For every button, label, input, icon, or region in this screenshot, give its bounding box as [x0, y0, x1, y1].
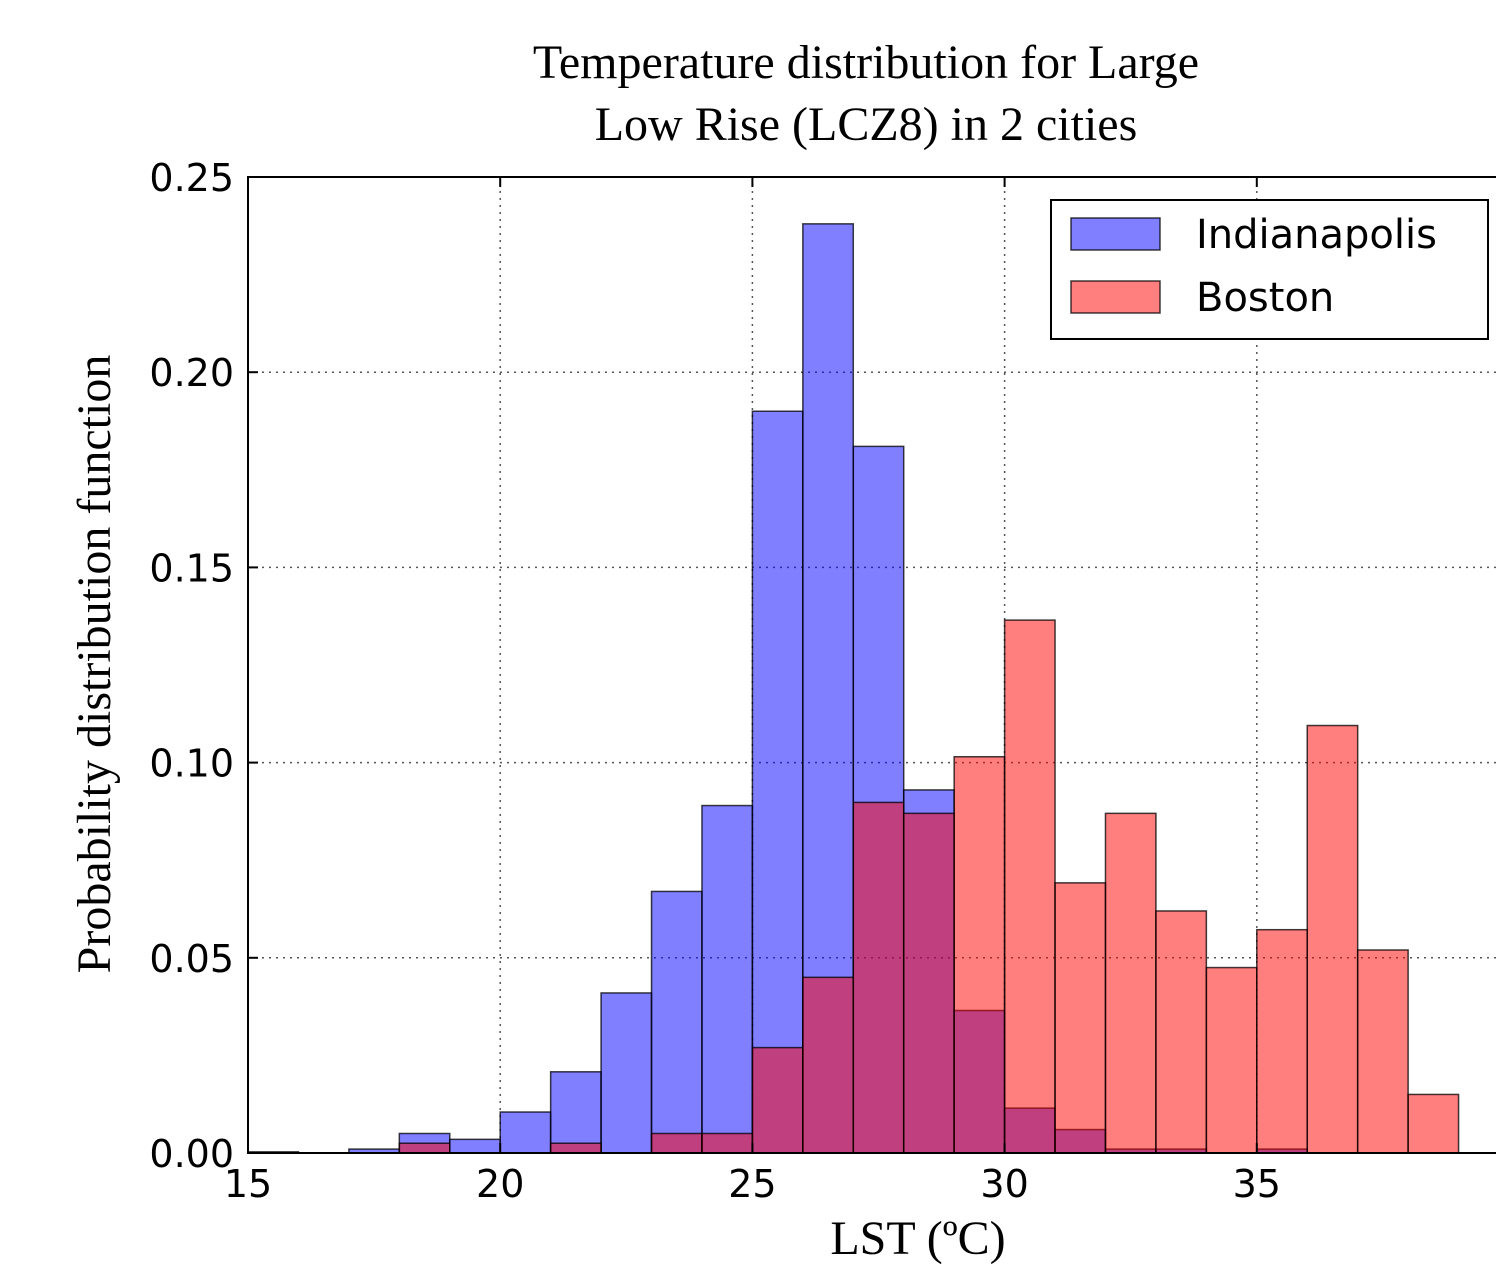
y-tick-label: 0.00 — [149, 1132, 234, 1176]
bar-boston — [1205, 966, 1258, 1154]
plot-bars — [247, 223, 1460, 1154]
bar-boston — [1407, 1093, 1460, 1154]
bar-boston — [650, 1132, 703, 1154]
bar-boston — [902, 812, 955, 1154]
x-tick-label: 35 — [1233, 1162, 1281, 1206]
y-tick-label: 0.15 — [149, 546, 234, 590]
bar-boston — [1306, 724, 1359, 1154]
y-tick-label: 0.05 — [149, 937, 234, 981]
bar-boston — [398, 1142, 451, 1154]
bar-boston — [953, 755, 1006, 1154]
y-axis-label: Probability distribution function — [68, 355, 121, 974]
legend-swatch-indianapolis — [1070, 217, 1161, 251]
y-tick-label: 0.10 — [149, 742, 234, 786]
bar-boston — [701, 1132, 754, 1154]
plot-frame — [247, 176, 1496, 1154]
bar-indianapolis — [549, 1071, 602, 1154]
bar-boston — [852, 801, 905, 1154]
bar-boston — [549, 1142, 602, 1154]
series-boston — [398, 619, 1460, 1154]
y-tick-label: 0.20 — [149, 351, 234, 395]
bar-boston — [1003, 619, 1056, 1154]
bar-indianapolis — [751, 410, 804, 1154]
y-tick-label: 0.25 — [149, 156, 234, 200]
x-tick-label: 20 — [476, 1162, 524, 1206]
bar-boston — [802, 976, 855, 1154]
x-tick-label: 30 — [980, 1162, 1028, 1206]
bar-boston — [751, 1046, 804, 1154]
chart-title: Temperature distribution for Large Low R… — [533, 36, 1199, 151]
title-line-1: Temperature distribution for Large — [533, 36, 1199, 89]
bar-boston — [1356, 949, 1409, 1154]
legend-label-indianapolis: Indianapolis — [1196, 212, 1437, 258]
bar-indianapolis — [449, 1138, 501, 1154]
x-tick-label: 25 — [728, 1162, 776, 1206]
bar-indianapolis — [701, 804, 754, 1154]
bar-boston — [1256, 928, 1308, 1154]
legend-swatch-boston — [1070, 280, 1161, 314]
legend: Indianapolis Boston — [1050, 199, 1489, 340]
legend-label-boston: Boston — [1196, 275, 1334, 321]
bar-boston — [1104, 812, 1157, 1154]
bar-indianapolis — [499, 1111, 552, 1154]
bar-indianapolis — [650, 890, 703, 1154]
bar-indianapolis — [600, 992, 653, 1154]
bar-boston — [1155, 910, 1208, 1154]
axis-ticks: 152025303540.000.050.100.150.200.25 — [149, 156, 1281, 1206]
bar-boston — [1054, 882, 1107, 1154]
title-line-2: Low Rise (LCZ8) in 2 cities — [595, 98, 1138, 151]
x-tick-label: 15 — [224, 1162, 272, 1206]
x-axis-label: LST (ºC) — [830, 1212, 1005, 1265]
